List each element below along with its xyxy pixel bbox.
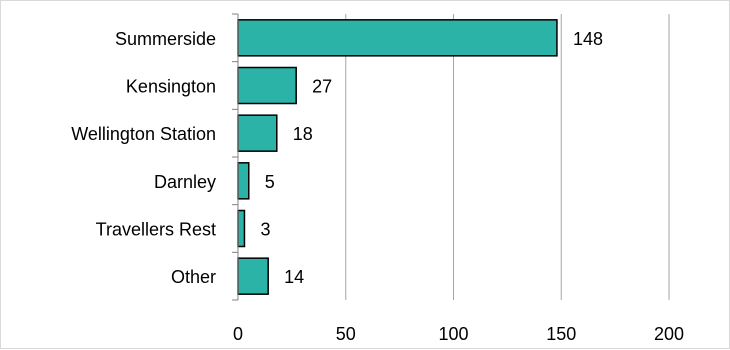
bar-other bbox=[237, 257, 269, 295]
x-tick-label-150: 150 bbox=[546, 324, 576, 344]
bar-summerside bbox=[237, 19, 558, 57]
data-label-kensington: 27 bbox=[312, 77, 332, 97]
bar-wellington-station bbox=[237, 114, 278, 152]
x-tick-label-100: 100 bbox=[438, 324, 468, 344]
labels: 148 Summerside 27 Kensington 18 Wellington St… bbox=[71, 29, 684, 344]
bars bbox=[237, 19, 558, 295]
bar-kensington bbox=[237, 66, 297, 105]
category-label-darnley: Darnley bbox=[154, 172, 216, 192]
category-label-travellers-rest: Travellers Rest bbox=[96, 220, 216, 240]
x-tick-label-50: 50 bbox=[336, 324, 356, 344]
x-tick-label-0: 0 bbox=[233, 324, 243, 344]
x-tick-label-200: 200 bbox=[654, 324, 684, 344]
bar-travellers-rest bbox=[237, 209, 246, 248]
data-label-wellington-station: 18 bbox=[293, 124, 313, 144]
bar-darnley bbox=[237, 162, 250, 200]
category-label-kensington: Kensington bbox=[126, 77, 216, 97]
axes bbox=[232, 13, 239, 301]
data-label-travellers-rest: 3 bbox=[260, 220, 270, 240]
gridlines bbox=[345, 14, 670, 300]
category-label-wellington-station: Wellington Station bbox=[71, 124, 216, 144]
category-label-summerside: Summerside bbox=[115, 29, 216, 49]
category-label-other: Other bbox=[171, 267, 216, 287]
data-label-summerside: 148 bbox=[573, 29, 603, 49]
data-label-other: 14 bbox=[284, 267, 304, 287]
data-label-darnley: 5 bbox=[265, 172, 275, 192]
